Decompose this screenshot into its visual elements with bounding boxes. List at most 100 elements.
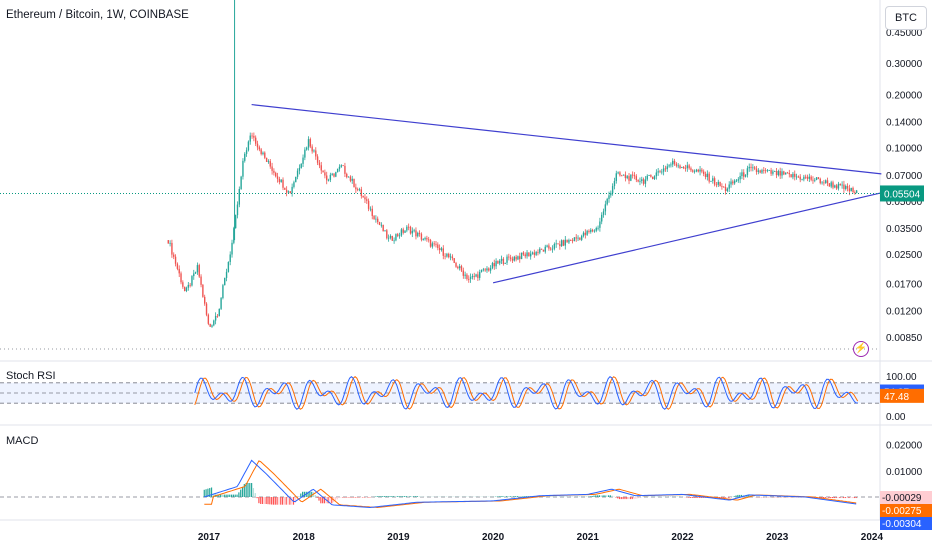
macd-histogram-bar (719, 497, 721, 498)
macd-histogram-bar (338, 497, 340, 499)
macd-histogram-bar (272, 497, 275, 505)
candle-body (584, 232, 587, 235)
macd-histogram-bar (263, 497, 265, 504)
candle-body (473, 275, 475, 277)
candle-body (264, 152, 266, 158)
candle-body (193, 273, 195, 277)
candle-body (256, 143, 259, 148)
macd-histogram-bar (598, 495, 601, 497)
price-tick-label: 0.20000 (886, 90, 923, 101)
macd-histogram-bar (252, 488, 255, 497)
candle-body (380, 224, 383, 226)
candle-body (682, 166, 685, 169)
macd-histogram-bar (294, 497, 296, 503)
macd-histogram-bar (311, 491, 313, 497)
candle-body (304, 149, 306, 158)
candle-body (291, 186, 293, 194)
candle-body (355, 187, 357, 190)
candle-body (699, 169, 701, 172)
macd-histogram-bar (724, 497, 726, 498)
macd-histogram-bar (496, 496, 499, 497)
macd-histogram-bar (504, 496, 506, 497)
macd-histogram-bar (323, 497, 326, 504)
last-price-label: 0.05504 (884, 189, 921, 200)
candle-body (706, 173, 709, 178)
candle-body (495, 260, 497, 267)
candle-body (571, 240, 574, 242)
candle-body (415, 230, 417, 237)
candle-body (630, 174, 632, 181)
candle-body (631, 174, 634, 176)
macd-histogram-bar (831, 497, 834, 499)
macd-histogram-bar (283, 497, 285, 505)
candle-body (173, 254, 175, 257)
macd-histogram-bar (624, 497, 626, 500)
candle-body (367, 200, 370, 209)
candle-body (406, 226, 408, 231)
macd-histogram-bar (702, 497, 704, 498)
candle-body (544, 246, 546, 252)
candle-body (542, 249, 545, 252)
macd-histogram-bar (400, 496, 402, 497)
lightning-icon[interactable]: ⚡ (853, 341, 869, 357)
candle-body (719, 181, 721, 187)
macd-histogram-bar (688, 497, 690, 498)
candle-body (599, 221, 601, 228)
macd-histogram-bar (209, 488, 211, 497)
candle-body (356, 189, 359, 191)
candle-body (500, 258, 503, 261)
macd-histogram-bar (617, 497, 619, 499)
candle-body (519, 256, 521, 260)
macd-histogram-bar (238, 492, 240, 497)
candle-body (839, 183, 841, 186)
macd-histogram-bar (403, 496, 406, 497)
macd-histogram-bar (256, 497, 258, 499)
candle-body (475, 274, 477, 277)
macd-histogram-bar (697, 497, 699, 498)
candle-body (309, 139, 312, 147)
candle-body (555, 243, 557, 245)
macd-histogram-bar (203, 489, 205, 497)
candle-body (213, 320, 215, 326)
candle-body (835, 185, 838, 189)
candle-body (198, 265, 200, 277)
macd-histogram-bar (221, 494, 224, 497)
macd-histogram-bar (402, 496, 404, 497)
candle-body (382, 224, 384, 232)
candle-body (327, 179, 330, 181)
candle-body (218, 308, 220, 316)
macd-histogram-bar (728, 497, 730, 498)
candle-body (717, 181, 719, 185)
price-tick-label: 0.10000 (886, 144, 923, 155)
macd-histogram-bar (591, 495, 593, 497)
currency-button[interactable]: BTC (885, 6, 927, 30)
macd-histogram-bar (212, 494, 214, 497)
macd-histogram-bar (280, 497, 282, 505)
candle-body (814, 179, 816, 181)
candle-body (351, 178, 353, 181)
candle-body (657, 171, 659, 173)
macd-histogram-bar (356, 497, 358, 498)
macd-histogram-bar (515, 496, 517, 497)
candle-body (730, 181, 732, 185)
macd-histogram-bar (607, 495, 610, 497)
candle-body (560, 240, 563, 247)
candle-body (741, 172, 743, 177)
macd-histogram-bar (329, 497, 331, 504)
candle-body (737, 179, 740, 181)
candle-body (346, 173, 348, 178)
candle-body (775, 170, 778, 176)
price-tick-label: 0.03500 (886, 224, 923, 235)
candle-body (191, 276, 193, 286)
candle-body (429, 239, 432, 247)
candle-body (746, 168, 749, 175)
macd-histogram-bar (842, 497, 845, 499)
macd-histogram-bar (342, 497, 344, 498)
candle-body (593, 230, 596, 232)
macd-histogram-bar (343, 497, 346, 498)
candle-body (482, 269, 485, 271)
macd-histogram-bar (258, 497, 260, 504)
trendline (492, 192, 882, 284)
